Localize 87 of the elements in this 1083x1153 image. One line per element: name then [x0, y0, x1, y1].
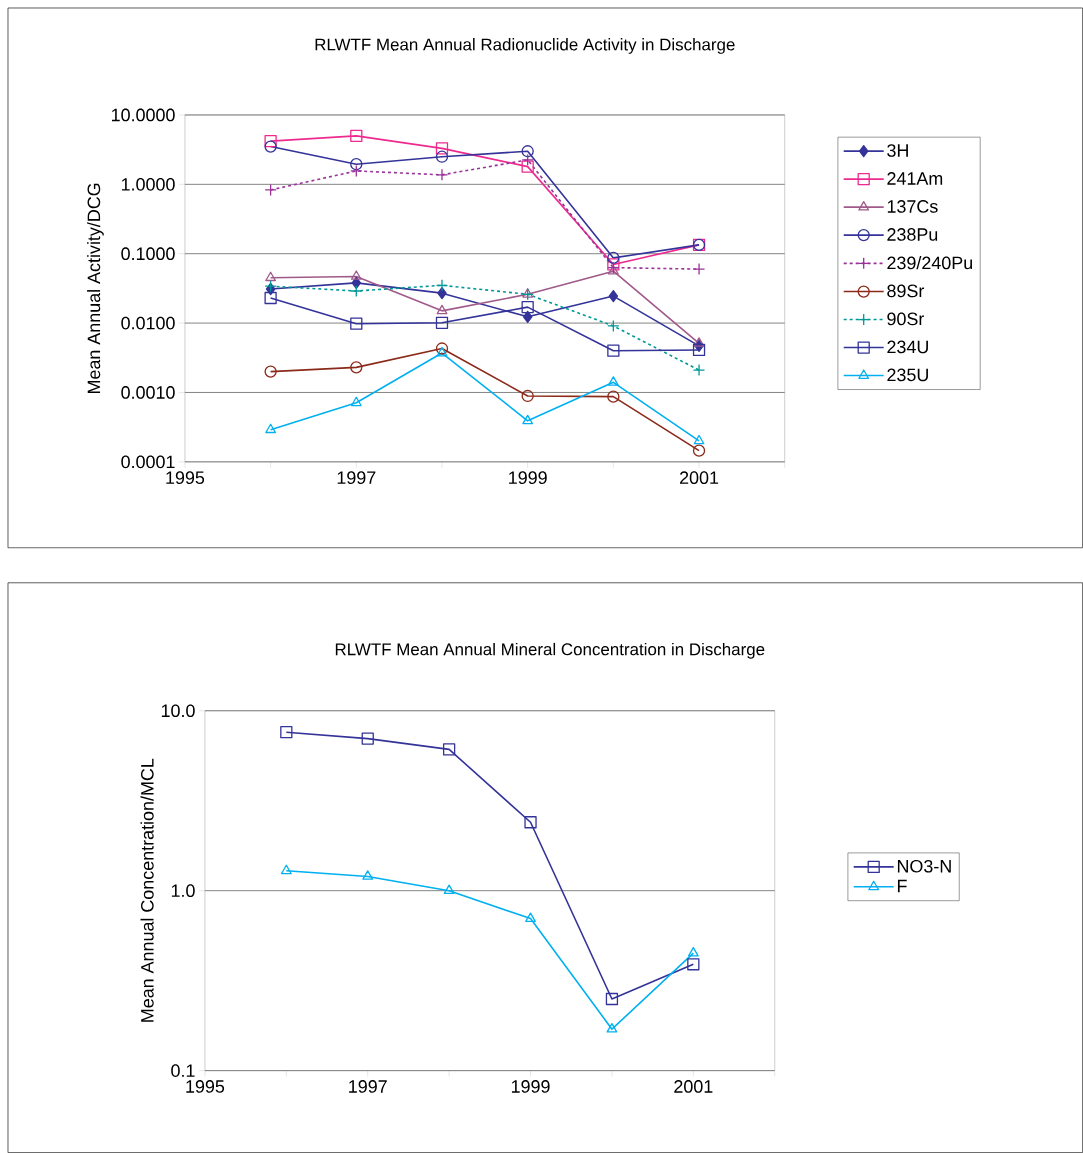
x-tick-label: 1997 — [349, 1080, 387, 1093]
legend-label: 234U — [887, 340, 928, 354]
legend-label: NO3-N — [897, 859, 951, 873]
point — [521, 389, 534, 403]
point — [280, 864, 292, 875]
y-tick-label: 0.0100 — [121, 316, 175, 330]
point — [693, 337, 705, 347]
point — [608, 289, 619, 303]
chart-title: RLWTF Mean Annual Mineral Concentration in Discharge — [335, 642, 765, 659]
point — [264, 134, 277, 148]
point — [607, 265, 619, 275]
y-tick-label: 0.1 — [171, 1064, 195, 1077]
point — [521, 145, 534, 158]
point — [264, 291, 277, 305]
legend-label: 238Pu — [887, 228, 938, 241]
point — [280, 726, 293, 739]
point — [435, 279, 449, 292]
point — [435, 316, 449, 329]
point — [692, 343, 706, 357]
point — [687, 946, 699, 957]
point — [525, 912, 536, 922]
point — [361, 732, 374, 745]
point — [350, 158, 363, 171]
x-tick-label: 1995 — [166, 471, 205, 485]
point — [607, 376, 619, 386]
legend-label: 137Cs — [887, 200, 938, 213]
legend-label: F — [897, 879, 907, 893]
legend-label: 241Am — [887, 172, 943, 185]
y-axis-title: Mean Annual Activity/DCG — [87, 183, 104, 394]
point — [435, 168, 449, 181]
point — [607, 319, 620, 333]
point — [435, 142, 449, 155]
point — [524, 816, 537, 829]
x-tick-label: 1999 — [511, 1080, 550, 1093]
legend-label: 89Sr — [887, 284, 925, 298]
point — [436, 304, 448, 315]
point — [435, 342, 449, 355]
point — [350, 270, 362, 280]
point — [692, 262, 706, 276]
y-axis-title: Mean Annual Concentration/MCL — [140, 758, 154, 1022]
point — [436, 346, 448, 357]
point — [687, 958, 700, 971]
y-tick-label: 0.0001 — [121, 455, 175, 469]
point — [264, 140, 277, 153]
point — [264, 183, 277, 197]
point — [693, 434, 705, 445]
point — [265, 423, 277, 434]
point — [607, 251, 620, 265]
point — [607, 344, 620, 357]
point — [350, 361, 363, 374]
point — [443, 884, 455, 895]
point — [350, 284, 363, 298]
x-tick-label: 1997 — [337, 471, 376, 485]
legend-label: 235U — [887, 368, 928, 382]
point — [435, 150, 449, 163]
point — [521, 160, 534, 173]
point — [522, 414, 534, 425]
point — [605, 992, 619, 1006]
x-tick-label: 2001 — [680, 471, 719, 485]
point — [350, 396, 362, 407]
point — [350, 317, 363, 330]
point — [350, 129, 363, 142]
point — [265, 271, 277, 282]
y-tick-label: 1.0 — [171, 884, 195, 898]
point — [692, 444, 706, 457]
y-tick-label: 10.0000 — [111, 108, 175, 122]
point — [522, 310, 533, 323]
point — [521, 300, 534, 314]
y-tick-label: 10.0 — [161, 704, 195, 718]
point — [606, 1023, 618, 1033]
y-tick-label: 0.1000 — [121, 247, 175, 261]
x-tick-label: 2001 — [674, 1080, 713, 1093]
x-tick-label: 1999 — [509, 471, 547, 485]
point — [521, 153, 534, 167]
x-tick-label: 1995 — [186, 1080, 225, 1093]
y-tick-label: 1.0000 — [121, 177, 175, 191]
legend-label: 90Sr — [887, 312, 925, 326]
point — [350, 164, 363, 178]
point — [264, 365, 277, 378]
legend-label: 239/240Pu — [887, 256, 972, 270]
legend-label: 3H — [887, 144, 908, 157]
y-tick-label: 0.0010 — [121, 386, 175, 399]
point — [692, 363, 706, 377]
point — [607, 390, 620, 403]
point — [362, 870, 374, 880]
point — [442, 743, 456, 756]
chart-title: RLWTF Mean Annual Radionuclide Activity in Discharge — [315, 38, 735, 54]
